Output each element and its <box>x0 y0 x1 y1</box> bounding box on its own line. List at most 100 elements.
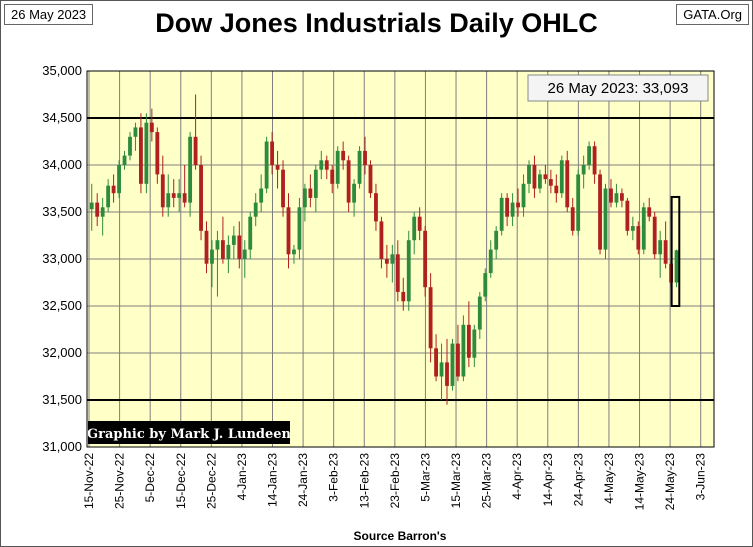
x-tick-label: 15-Mar-23 <box>449 453 463 509</box>
x-tick-label: 23-Feb-23 <box>388 453 402 509</box>
ohlc-bar <box>395 240 400 302</box>
x-tick-label: 24-Jan-23 <box>296 453 310 507</box>
ohlc-body <box>117 165 121 194</box>
ohlc-body <box>423 230 428 288</box>
ohlc-bar <box>242 240 247 278</box>
y-tick-label: 34,000 <box>42 157 82 172</box>
x-tick-label: 3-Jun-23 <box>694 453 708 501</box>
ohlc-body <box>658 240 663 255</box>
ohlc-body <box>155 132 160 175</box>
reference-lines <box>87 117 714 401</box>
ohlc-body <box>461 324 466 377</box>
ohlc-body <box>565 160 570 208</box>
x-tick-label: 25-Mar-23 <box>480 453 494 509</box>
ohlc-bar <box>292 244 296 264</box>
x-tick-label: 4-Jan-23 <box>235 453 249 501</box>
ohlc-body <box>598 174 602 250</box>
x-tick-label: 25-Nov-22 <box>113 453 127 509</box>
ohlc-body <box>226 244 231 259</box>
ohlc-body <box>494 230 499 250</box>
ohlc-body <box>592 146 597 175</box>
ohlc-body <box>450 343 455 386</box>
ohlc-body <box>270 141 275 165</box>
ohlc-bar <box>636 221 641 255</box>
y-tick-label: 34,500 <box>42 110 82 125</box>
ohlc-body <box>89 202 94 210</box>
ohlc-bar <box>302 183 307 222</box>
ohlc-body <box>139 127 143 184</box>
x-tick-label: 4-Apr-23 <box>510 453 524 500</box>
ohlc-body <box>472 329 477 358</box>
ohlc-bar <box>445 338 449 405</box>
ohlc-bar <box>144 113 149 194</box>
ohlc-bar <box>248 212 253 259</box>
ohlc-body <box>477 296 482 330</box>
x-tick-label: 4-May-23 <box>602 453 616 504</box>
ohlc-body <box>488 249 493 274</box>
ohlc-body <box>581 165 586 175</box>
ohlc-bar <box>297 197 302 259</box>
ohlc-body <box>210 249 214 264</box>
ohlc-body <box>641 207 646 250</box>
ohlc-bar <box>412 212 417 255</box>
ohlc-body <box>439 362 444 377</box>
credit-box: Graphic by Mark J. Lundeen <box>87 421 292 444</box>
ohlc-body <box>456 343 460 377</box>
ohlc-bar <box>554 174 559 203</box>
ohlc-body <box>609 188 613 203</box>
ohlc-body <box>505 197 510 217</box>
ohlc-body <box>259 188 264 203</box>
ohlc-bar <box>384 244 389 278</box>
ohlc-body <box>663 240 668 264</box>
ohlc-bar <box>488 240 493 278</box>
ohlc-body <box>166 193 171 208</box>
ohlc-bar <box>374 183 378 231</box>
plot-border <box>86 70 715 448</box>
ohlc-body <box>417 216 422 231</box>
ohlc-body <box>401 291 406 302</box>
x-tick-label: 15-Dec-22 <box>174 453 188 509</box>
ohlc-body <box>384 259 389 264</box>
ohlc-bar <box>122 150 127 170</box>
ohlc-bar <box>155 127 160 184</box>
ohlc-body <box>527 165 531 184</box>
ohlc-bar <box>128 132 132 161</box>
ohlc-bar <box>614 183 619 208</box>
ohlc-bar <box>89 183 94 231</box>
ohlc-body <box>532 165 537 189</box>
ohlc-bar <box>166 174 171 217</box>
ohlc-bar <box>368 160 373 198</box>
ohlc-bar <box>171 179 176 208</box>
ohlc-body <box>111 185 116 194</box>
x-tick-label: 14-Apr-23 <box>541 453 555 507</box>
site-label: GATA.Org <box>676 4 749 25</box>
ohlc-bar <box>663 221 668 269</box>
ohlc-body <box>614 193 619 203</box>
ohlc-body <box>603 188 608 250</box>
ohlc-body <box>548 179 553 186</box>
ohlc-body <box>341 150 346 161</box>
ohlc-body <box>445 362 449 386</box>
ohlc-body <box>652 216 657 255</box>
x-tick-label: 14-May-23 <box>633 453 647 511</box>
ohlc-bar <box>390 244 395 283</box>
chart-title: Dow Jones Industrials Daily OHLC <box>155 8 598 38</box>
ohlc-bar <box>505 193 510 227</box>
ohlc-bar <box>472 324 477 368</box>
x-tick-label: 5-Mar-23 <box>418 453 432 502</box>
ohlc-body <box>133 127 138 137</box>
ohlc-bar <box>281 160 285 217</box>
y-tick-label: 31,000 <box>42 439 82 454</box>
ohlc-body <box>428 287 433 349</box>
ohlc-body <box>248 216 253 250</box>
ohlc-body <box>308 188 313 198</box>
annotation-box: 26 May 2023: 33,093 <box>527 74 709 102</box>
ohlc-bar <box>226 235 231 274</box>
ohlc-body <box>521 183 526 208</box>
ohlc-body <box>636 226 641 250</box>
ohlc-body <box>177 193 182 198</box>
ohlc-bar <box>609 179 613 208</box>
ohlc-bar <box>548 169 553 194</box>
ohlc-body <box>516 202 520 208</box>
